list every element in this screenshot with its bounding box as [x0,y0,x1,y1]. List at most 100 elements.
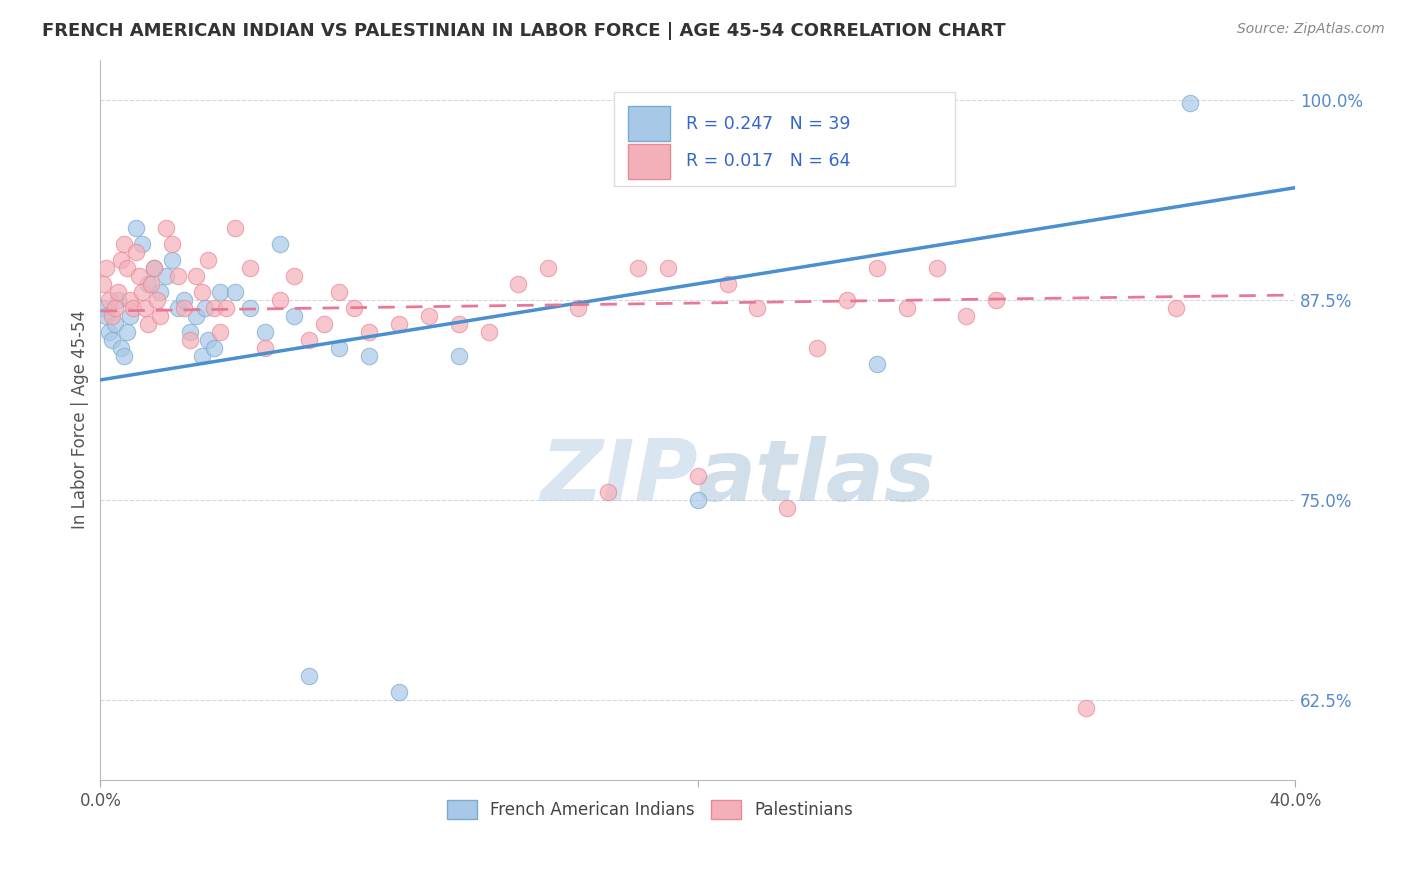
Point [131,236,153,251]
Point [224,285,246,299]
Point [269,236,291,251]
Point [537,260,560,275]
Legend: French American Indians, Palestinians: French American Indians, Palestinians [440,794,860,826]
Point [101,333,124,347]
Point [508,277,530,291]
Point [388,685,411,699]
FancyBboxPatch shape [614,92,955,186]
Point [173,301,195,315]
FancyBboxPatch shape [628,144,671,178]
Point [167,301,190,315]
FancyBboxPatch shape [628,106,671,141]
Text: R = 0.017   N = 64: R = 0.017 N = 64 [686,153,851,170]
Point [388,317,411,331]
Point [115,325,138,339]
Point [866,357,889,371]
Point [91,301,114,315]
Point [208,285,231,299]
Point [1164,301,1187,315]
Point [283,268,305,283]
Text: FRENCH AMERICAN INDIAN VS PALESTINIAN IN LABOR FORCE | AGE 45-54 CORRELATION CHA: FRENCH AMERICAN INDIAN VS PALESTINIAN IN… [42,22,1005,40]
Point [110,252,132,267]
Point [269,293,291,307]
Point [627,260,650,275]
Point [896,301,918,315]
Point [155,268,177,283]
Point [1180,95,1202,110]
Point [298,333,321,347]
Point [955,309,977,323]
Text: atlas: atlas [697,436,936,519]
Point [224,220,246,235]
Text: R = 0.247   N = 39: R = 0.247 N = 39 [686,115,851,133]
Point [239,260,262,275]
Point [567,301,589,315]
Point [134,301,156,315]
Point [143,260,166,275]
Point [160,252,183,267]
Point [194,301,217,315]
Point [91,277,114,291]
Point [184,309,207,323]
Point [202,341,225,355]
Point [160,236,183,251]
Point [125,244,148,259]
Point [215,301,238,315]
Point [120,309,142,323]
Point [184,268,207,283]
Point [179,333,201,347]
Point [120,293,142,307]
Y-axis label: In Labor Force | Age 45-54: In Labor Force | Age 45-54 [72,310,89,530]
Point [136,317,159,331]
Point [314,317,336,331]
Point [447,349,470,363]
Point [173,293,195,307]
Point [1074,701,1097,715]
Point [253,341,276,355]
Point [112,236,135,251]
Point [104,301,127,315]
Text: Source: ZipAtlas.com: Source: ZipAtlas.com [1237,22,1385,37]
Point [179,325,201,339]
Point [657,260,679,275]
Point [149,309,172,323]
Point [96,260,118,275]
Point [191,349,214,363]
Point [478,325,501,339]
Point [115,260,138,275]
Point [925,260,948,275]
Point [328,341,350,355]
Point [283,309,305,323]
Point [155,220,177,235]
Point [197,252,219,267]
Point [107,285,129,299]
Point [197,333,219,347]
Point [110,341,132,355]
Point [253,325,276,339]
Point [143,260,166,275]
Point [136,277,159,291]
Point [112,349,135,363]
Point [806,341,828,355]
Point [716,277,738,291]
Point [96,309,118,323]
Point [418,309,440,323]
Point [125,220,148,235]
Point [128,268,150,283]
Point [866,260,889,275]
Point [107,293,129,307]
Point [208,325,231,339]
Point [167,268,190,283]
Point [191,285,214,299]
Point [298,669,321,683]
Point [139,277,162,291]
Point [149,285,172,299]
Point [359,349,381,363]
Point [359,325,381,339]
Point [747,301,769,315]
Point [596,485,619,500]
Point [98,325,121,339]
Point [343,301,366,315]
Point [686,493,709,508]
Point [776,501,799,516]
